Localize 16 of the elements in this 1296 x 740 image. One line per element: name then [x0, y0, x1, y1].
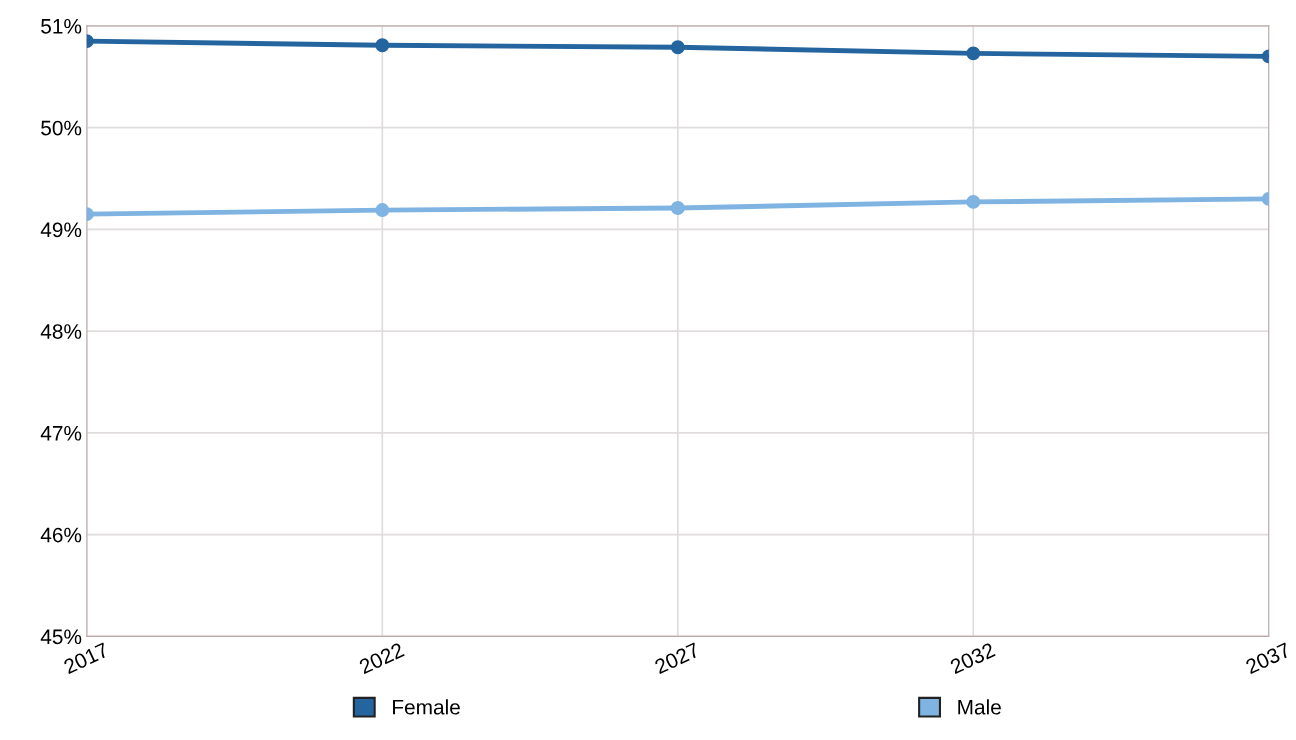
point: [670, 201, 685, 215]
y-tick-label: 48%: [40, 324, 82, 339]
y-tick-label: 50%: [41, 120, 82, 136]
legend-label: Male: [958, 699, 1001, 715]
x-tick-label: 2032: [949, 642, 996, 675]
x-tick-label: 2037: [1244, 642, 1292, 675]
x-tick-label: 2022: [358, 642, 405, 675]
y-tick-label: 49%: [40, 222, 82, 238]
x-tick-label: 2027: [653, 642, 701, 675]
point: [375, 38, 390, 53]
point: [375, 203, 390, 218]
legend-label: Female: [393, 699, 460, 715]
point: [670, 40, 685, 55]
y-tick-label: 51%: [41, 18, 82, 34]
y-tick-label: 46%: [40, 527, 82, 543]
y-tick-label: 47%: [40, 425, 82, 441]
